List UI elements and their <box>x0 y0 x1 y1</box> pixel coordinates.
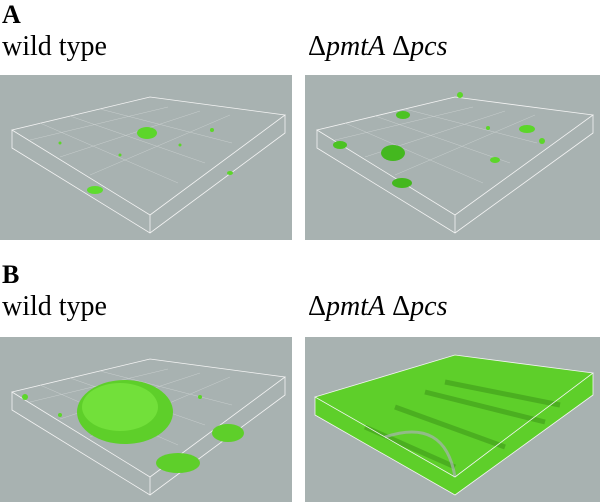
panel-label: A <box>2 0 21 29</box>
panel-title: wild type <box>2 291 107 322</box>
micrograph <box>0 337 292 502</box>
micrograph <box>0 75 292 240</box>
title-part: Δ <box>308 31 327 62</box>
panel-title: ΔpmtA Δpcs <box>308 292 447 322</box>
title-part: Δ <box>392 291 411 322</box>
title-part: pcs <box>410 31 448 62</box>
panel-title: wild type <box>2 31 107 62</box>
title-part: pcs <box>410 291 448 322</box>
title-part: Δ <box>392 31 411 62</box>
micrograph <box>305 75 600 240</box>
micrograph <box>305 337 600 502</box>
title-part: pmtA <box>326 31 386 62</box>
panel-title: ΔpmtA Δpcs <box>308 32 447 62</box>
panel-label: B <box>2 260 20 289</box>
title-part: Δ <box>308 291 327 322</box>
title-part: pmtA <box>326 291 386 322</box>
